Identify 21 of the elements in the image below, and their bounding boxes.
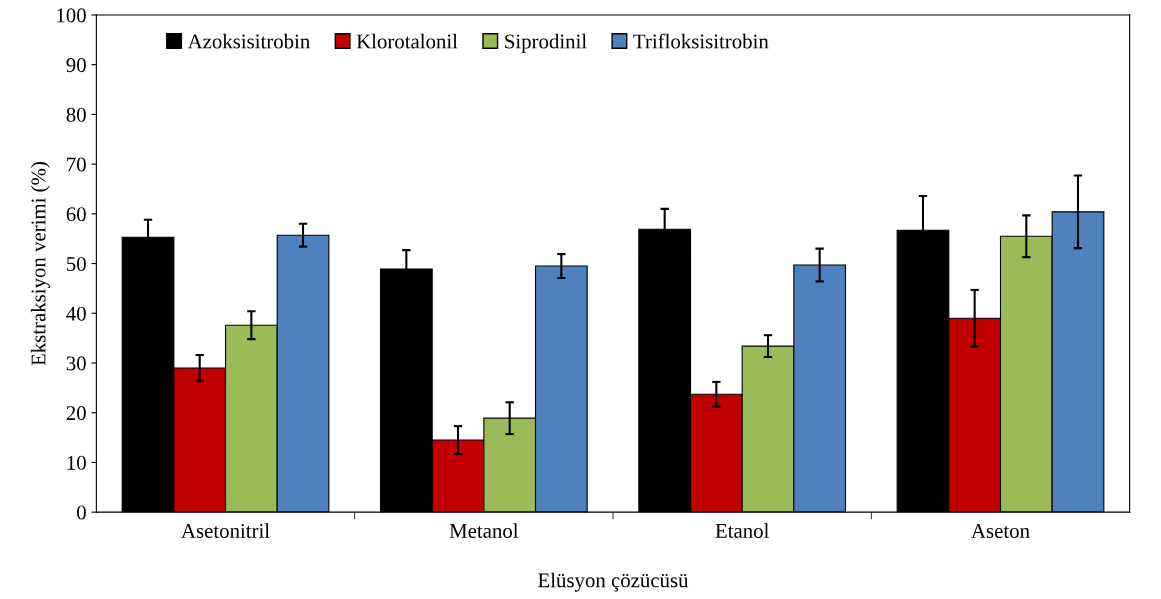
y-tick-label: 100 — [57, 8, 86, 23]
legend-label: Trifloksisitrobin — [633, 33, 769, 49]
y-tick-label: 20 — [66, 406, 86, 421]
y-tick-label: 30 — [66, 356, 86, 371]
legend-label: Siprodinil — [505, 33, 587, 53]
y-tick-label: 40 — [66, 306, 86, 321]
y-tick-label: 0 — [77, 505, 86, 520]
y-tick-label: 70 — [67, 157, 86, 172]
x-tick-label: Etanol — [715, 523, 769, 538]
y-tick-label: 90 — [66, 58, 86, 73]
y-axis-title: Ekstraksiyon verimi (%) — [30, 162, 50, 366]
legend-label: Klorotalonil — [356, 33, 458, 49]
legend-label: Azoksisitrobin — [187, 33, 310, 49]
x-tick-label: Metanol — [449, 523, 519, 538]
y-tick-label: 80 — [66, 107, 86, 122]
x-axis-title: Elüsyon çözücüsü — [538, 572, 689, 592]
y-tick-label: 60 — [66, 207, 86, 222]
x-tick-label: Asetonitril — [181, 523, 270, 538]
y-tick-label: 10 — [67, 455, 86, 470]
y-tick-label: 50 — [67, 256, 86, 271]
x-tick-label: Aseton — [971, 523, 1030, 538]
